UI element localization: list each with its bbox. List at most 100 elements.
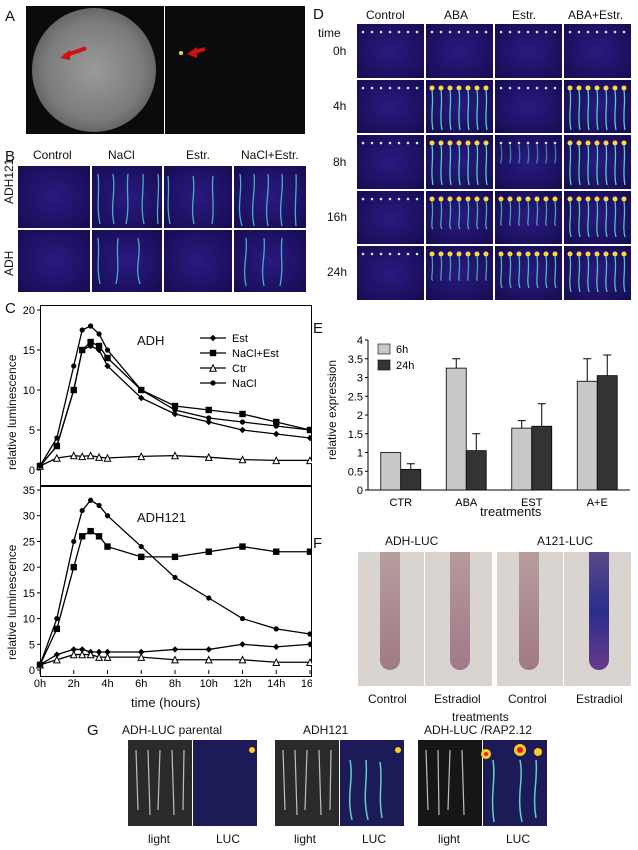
f-label-estradiol-1: Estradiol	[434, 692, 481, 706]
e-category-label: A+E	[587, 497, 608, 509]
b-col-nacl-estr: NaCl+Estr.	[241, 148, 299, 162]
d-seedling-glow	[567, 196, 627, 237]
c-top-data-point	[104, 354, 111, 362]
e-legend-label: 24h	[396, 360, 414, 372]
d-seedling-glow	[499, 86, 557, 89]
d-root-trace	[500, 200, 503, 226]
c-top-data-point	[273, 423, 279, 429]
d-seedling-dot	[388, 141, 392, 145]
d-seedling-dot	[447, 140, 453, 146]
c-top-data-point	[95, 346, 103, 354]
d-seedling-dot	[534, 251, 540, 257]
d-seedling-dot	[397, 141, 401, 145]
d-row-8h: 8h	[333, 155, 347, 169]
d-seedling-dot	[388, 252, 392, 256]
d-seedling-dot	[415, 86, 419, 89]
c-xtick-label: 16h	[301, 678, 312, 690]
panel-label-c: C	[5, 300, 16, 317]
g-label-light-1: light	[148, 832, 171, 846]
d-seedling-dot	[552, 251, 558, 257]
d-root-trace	[569, 200, 572, 237]
b-image-adh121-control	[18, 166, 90, 228]
c-bottom-ytick-label: 20	[23, 562, 35, 574]
c-bottom-data-point	[138, 648, 145, 656]
d-seedling-glow	[429, 251, 489, 281]
d-seedling-dot	[430, 30, 434, 34]
c-bottom-data-point	[171, 553, 179, 561]
d-seedling-dot	[612, 251, 618, 257]
e-ytick-label: 4	[357, 335, 363, 347]
c-bottom-chart-frame	[40, 485, 312, 677]
d-seedling-dot	[397, 30, 401, 34]
e-ytick-label: 1.5	[348, 429, 363, 441]
petri-dish-luminescence	[165, 6, 305, 134]
d-seedling-dot	[508, 141, 512, 145]
d-root-trace	[545, 200, 548, 226]
c-xtick-label: 2h	[68, 678, 80, 690]
d-root-trace	[578, 200, 581, 237]
e-ytick-label: 3	[357, 373, 363, 385]
c-top-data-point	[52, 453, 61, 462]
d-root-trace	[527, 144, 530, 164]
c-top-data-point	[273, 430, 280, 438]
d-seedling-dot	[594, 85, 600, 90]
c-bottom-data-point	[239, 543, 246, 550]
d-root-trace	[545, 144, 548, 164]
e-ylabel: relative expression	[325, 359, 339, 460]
d-seedling-dot	[535, 86, 539, 89]
b-row-adh: ADH	[2, 250, 16, 276]
red-arrow-icon	[179, 47, 206, 58]
panel-label-e: E	[313, 320, 324, 337]
d-root-trace	[569, 89, 572, 130]
d-seedling-dot	[585, 196, 591, 201]
d-seedling-dot	[517, 30, 521, 34]
d-seedling-dot	[553, 141, 557, 145]
d-image-cell	[495, 246, 562, 300]
d-image-cell	[357, 24, 424, 78]
d-seedling-dot	[456, 140, 462, 146]
e-ytick-label: 0	[357, 485, 363, 497]
c-xtick-label: 4h	[101, 678, 113, 690]
c-top-data-point	[206, 415, 212, 421]
d-root-trace	[458, 144, 461, 186]
c-top-data-point	[104, 347, 111, 353]
g-photo-parental-luc	[193, 740, 257, 826]
d-seedling-dot	[577, 30, 581, 34]
c-bottom-data-point	[104, 543, 111, 550]
e-bar	[445, 367, 467, 491]
d-seedling-dot	[370, 30, 374, 34]
d-seedling-dot	[612, 196, 618, 201]
c-top-data-point	[103, 453, 112, 462]
c-bottom-data-point	[54, 615, 60, 622]
c-bottom-data-point	[53, 625, 61, 633]
d-seedling-glow	[567, 251, 627, 293]
c-bottom-data-point	[53, 651, 61, 658]
d-seedling-glow	[567, 140, 627, 186]
c-bottom-data-point	[307, 631, 312, 637]
d-seedling-dot	[499, 141, 503, 145]
d-seedling-dot	[499, 86, 503, 89]
c-top-data-point	[306, 434, 312, 442]
g-header-adh121: ADH121	[303, 723, 349, 737]
c-legend-marker	[209, 334, 217, 342]
d-image-grid	[357, 24, 633, 304]
d-root-trace	[614, 89, 617, 130]
e-ytick-label: 0.5	[348, 466, 363, 478]
c-bottom-ytick-label: 25	[23, 536, 35, 548]
c-bottom-data-point	[305, 657, 312, 666]
c-top-data-point	[239, 410, 246, 418]
d-root-trace	[431, 89, 434, 130]
e-category-label: ABA	[455, 497, 478, 509]
e-category-label: CTR	[389, 497, 412, 509]
d-seedling-dot	[498, 196, 504, 201]
d-seedling-dot	[370, 252, 374, 256]
d-seedling-dot	[465, 251, 471, 257]
d-seedling-dot	[483, 85, 489, 90]
d-seedling-dot	[379, 197, 383, 200]
d-root-trace	[485, 89, 488, 130]
g-label-luc-2: LUC	[362, 832, 387, 846]
d-seedling-glow	[361, 30, 419, 34]
d-root-trace	[440, 144, 443, 186]
c-top-data-point	[238, 455, 247, 464]
panel-label-g: G	[87, 722, 99, 739]
